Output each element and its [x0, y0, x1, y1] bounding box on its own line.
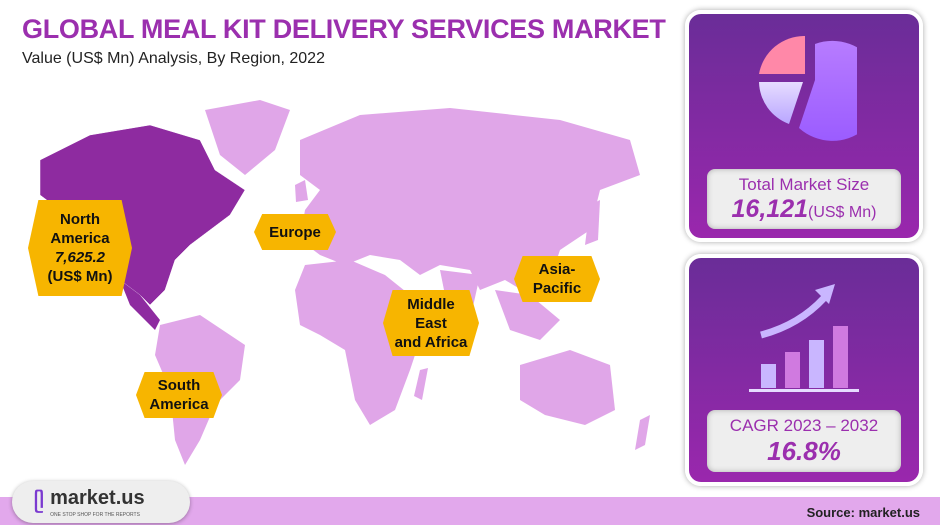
cagr-value: 16.8%	[767, 436, 841, 466]
region-label-europe: Europe	[254, 214, 336, 250]
southeast-asia	[495, 290, 560, 340]
region-name: America	[149, 396, 209, 413]
logo-mark-icon: ᥫ	[34, 491, 45, 513]
australia	[520, 350, 615, 425]
madagascar	[414, 368, 428, 400]
greenland	[205, 100, 290, 175]
central-america	[120, 280, 160, 330]
region-label-north-america: North America 7,625.2 (US$ Mn)	[28, 200, 132, 296]
region-name: America	[50, 230, 110, 247]
region-name: and Africa	[394, 333, 468, 351]
logo-text: market.us	[50, 486, 145, 509]
region-name: Middle	[407, 295, 455, 313]
region-value: 7,625.2	[54, 249, 106, 266]
region-label-south-america: South America	[136, 372, 222, 418]
uk	[295, 180, 308, 202]
market-us-logo[interactable]: ᥫ market.us ONE STOP SHOP FOR THE REPORT…	[12, 481, 190, 523]
market-size-label: Total Market Size	[738, 175, 870, 194]
region-name: South	[157, 377, 201, 394]
market-size-value: 16,121	[731, 195, 808, 223]
cagr-box: CAGR 2023 – 2032 16.8%	[707, 410, 901, 472]
region-label-mea: Middle East and Africa	[383, 290, 479, 356]
cagr-label: CAGR 2023 – 2032	[729, 416, 879, 435]
new-zealand	[635, 415, 650, 450]
market-size-unit: (US$ Mn)	[808, 204, 877, 221]
region-unit: (US$ Mn)	[47, 268, 113, 285]
cagr-card: CAGR 2023 – 2032 16.8%	[685, 254, 923, 486]
page-subtitle: Value (US$ Mn) Analysis, By Region, 2022	[22, 50, 325, 67]
region-name: Asia-	[538, 261, 576, 278]
source-text: Source: market.us	[806, 505, 920, 520]
europe-asia-landmass	[300, 108, 640, 295]
region-label-asia-pacific: Asia- Pacific	[514, 256, 600, 302]
page-title: GLOBAL MEAL KIT DELIVERY SERVICES MARKET	[22, 14, 666, 44]
pie-chart-icon	[759, 36, 857, 141]
region-name: East	[415, 314, 447, 332]
market-size-box: Total Market Size 16,121(US$ Mn)	[707, 169, 901, 229]
region-name: North	[60, 211, 100, 228]
logo-tagline: ONE STOP SHOP FOR THE REPORTS	[50, 511, 140, 518]
japan	[585, 200, 600, 245]
region-name: Pacific	[532, 280, 582, 297]
growth-bar-chart-icon	[749, 284, 859, 392]
market-size-card: Total Market Size 16,121(US$ Mn)	[685, 10, 923, 242]
region-name: Europe	[269, 223, 321, 241]
